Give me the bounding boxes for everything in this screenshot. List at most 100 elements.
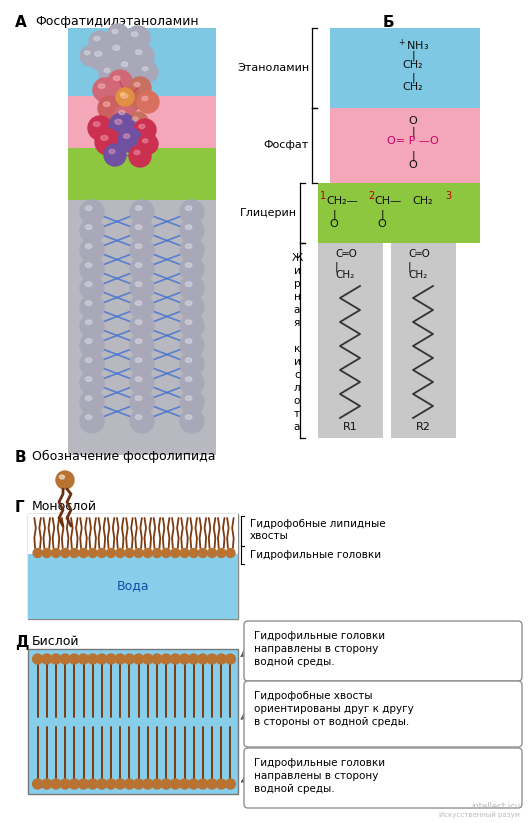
- Text: O: O: [409, 160, 418, 170]
- Text: н: н: [294, 292, 301, 302]
- Circle shape: [161, 779, 171, 789]
- Circle shape: [109, 113, 135, 139]
- Text: O: O: [409, 116, 418, 126]
- Circle shape: [51, 779, 61, 789]
- Circle shape: [80, 238, 104, 262]
- Text: Г: Г: [15, 500, 24, 515]
- Circle shape: [216, 654, 226, 664]
- Circle shape: [161, 654, 171, 664]
- Text: CH₂: CH₂: [412, 196, 432, 206]
- Ellipse shape: [85, 339, 92, 343]
- Bar: [28, 514, 238, 619]
- Ellipse shape: [135, 206, 142, 211]
- Circle shape: [51, 548, 60, 557]
- Ellipse shape: [186, 244, 192, 249]
- Ellipse shape: [85, 320, 92, 324]
- Circle shape: [107, 548, 116, 557]
- Text: я: я: [294, 318, 300, 328]
- Circle shape: [180, 548, 189, 557]
- Circle shape: [42, 548, 51, 557]
- Text: Бислой: Бислой: [32, 635, 80, 648]
- Text: Фосфат: Фосфат: [264, 140, 309, 150]
- Circle shape: [116, 88, 134, 106]
- Text: 1: 1: [320, 191, 326, 201]
- Circle shape: [170, 779, 180, 789]
- Text: Вода: Вода: [117, 579, 149, 593]
- Text: |: |: [380, 209, 384, 220]
- Ellipse shape: [135, 358, 142, 362]
- Circle shape: [134, 654, 144, 664]
- Ellipse shape: [186, 263, 192, 267]
- Circle shape: [80, 46, 100, 66]
- Text: O: O: [377, 219, 386, 229]
- Text: Глицерин: Глицерин: [240, 208, 297, 218]
- Circle shape: [87, 779, 98, 789]
- Circle shape: [80, 352, 104, 376]
- Circle shape: [125, 779, 135, 789]
- Circle shape: [106, 654, 116, 664]
- Circle shape: [97, 654, 107, 664]
- Circle shape: [207, 654, 217, 664]
- Circle shape: [171, 548, 180, 557]
- Circle shape: [180, 295, 204, 319]
- Text: Искусственный разум: Искусственный разум: [439, 811, 520, 818]
- Text: 3: 3: [445, 191, 451, 201]
- Circle shape: [80, 257, 104, 281]
- Circle shape: [130, 44, 154, 68]
- Ellipse shape: [186, 301, 192, 305]
- Text: CH₂: CH₂: [403, 82, 423, 92]
- Ellipse shape: [135, 377, 142, 381]
- Ellipse shape: [121, 62, 128, 67]
- Circle shape: [51, 654, 61, 664]
- Text: |: |: [411, 50, 415, 61]
- Circle shape: [79, 548, 88, 557]
- Ellipse shape: [135, 301, 142, 305]
- Ellipse shape: [113, 76, 120, 81]
- Ellipse shape: [186, 282, 192, 286]
- Circle shape: [125, 654, 135, 664]
- Text: |: |: [411, 150, 415, 160]
- Text: $^+$NH₃: $^+$NH₃: [397, 38, 429, 53]
- Ellipse shape: [186, 377, 192, 381]
- Ellipse shape: [186, 320, 192, 324]
- Ellipse shape: [85, 263, 92, 267]
- Bar: [28, 514, 238, 554]
- Circle shape: [153, 548, 162, 557]
- Circle shape: [180, 371, 204, 395]
- Circle shape: [129, 77, 151, 99]
- Circle shape: [134, 779, 144, 789]
- Circle shape: [143, 779, 153, 789]
- Circle shape: [98, 96, 122, 120]
- Text: с: с: [294, 370, 300, 380]
- Circle shape: [134, 119, 156, 141]
- Ellipse shape: [59, 475, 65, 479]
- Circle shape: [118, 128, 142, 152]
- Circle shape: [208, 548, 217, 557]
- Circle shape: [107, 39, 133, 65]
- Circle shape: [80, 219, 104, 243]
- Circle shape: [180, 654, 190, 664]
- Text: C═O: C═O: [408, 249, 430, 259]
- Circle shape: [129, 145, 151, 167]
- Circle shape: [87, 654, 98, 664]
- Circle shape: [152, 654, 162, 664]
- Circle shape: [143, 548, 152, 557]
- Ellipse shape: [135, 396, 142, 401]
- Ellipse shape: [85, 377, 92, 381]
- Ellipse shape: [135, 50, 142, 54]
- Circle shape: [99, 63, 121, 85]
- Bar: [68, 28, 216, 96]
- Circle shape: [88, 548, 97, 557]
- Circle shape: [189, 654, 199, 664]
- Text: 2: 2: [368, 191, 374, 201]
- Circle shape: [80, 314, 104, 338]
- Text: |: |: [411, 72, 415, 82]
- Text: и: и: [294, 357, 301, 367]
- Text: C═O: C═O: [335, 249, 357, 259]
- Ellipse shape: [186, 358, 192, 362]
- Circle shape: [89, 31, 111, 53]
- Ellipse shape: [135, 282, 142, 286]
- Bar: [68, 200, 216, 455]
- Ellipse shape: [135, 244, 142, 249]
- Circle shape: [107, 24, 129, 46]
